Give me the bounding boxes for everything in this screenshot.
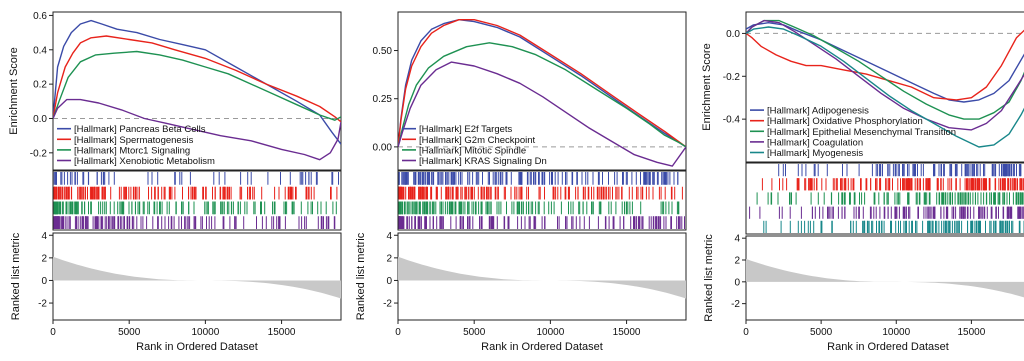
- metric-ylabel: Ranked list metric: [355, 232, 367, 320]
- gsea-panel-2: 0.000.250.50[Hallmark] E2f Targets[Hallm…: [355, 11, 687, 353]
- es-line-series-1: [398, 19, 686, 148]
- legend-entry: [Hallmark] Pancreas Beta Cells: [74, 124, 206, 135]
- metric-ytick-label: 4: [41, 231, 47, 242]
- hit-band-series-1: [398, 172, 679, 185]
- es-plot-frame: [745, 11, 1024, 163]
- hit-band-series-2: [761, 178, 1024, 191]
- legend-entry: [Hallmark] G2m Checkpoint: [419, 135, 536, 146]
- legend-entry: [Hallmark] Myogenesis: [767, 148, 863, 159]
- xtick-label: 15000: [957, 327, 985, 338]
- ranked-metric-area: [398, 256, 686, 299]
- es-line-series-4: [746, 19, 1024, 131]
- hit-band-frame: [397, 170, 687, 231]
- hit-band-frame: [745, 162, 1024, 235]
- es-ytick-label: -0.2: [723, 72, 741, 83]
- ranked-metric-area: [746, 258, 1024, 298]
- es-series-group: [53, 19, 341, 161]
- metric-ytick-label: 4: [734, 234, 740, 245]
- metric-ytick-label: -2: [383, 299, 392, 310]
- es-ylabel: Enrichment Score: [701, 43, 713, 130]
- es-plot-frame: [52, 11, 342, 171]
- legend-entry: [Hallmark] Spermatogenesis: [74, 135, 194, 146]
- es-series-group: [746, 19, 1024, 148]
- metric-ytick-label: -2: [38, 299, 47, 310]
- es-line-series-3: [398, 42, 686, 148]
- xtick-label: 0: [50, 327, 56, 338]
- hit-band-frame: [52, 170, 342, 231]
- metric-ytick-label: 0: [41, 276, 47, 287]
- legend-entry: [Hallmark] KRAS Signaling Dn: [419, 156, 547, 167]
- xtick-label: 15000: [268, 327, 296, 338]
- es-line-series-2: [746, 29, 1024, 101]
- metric-ytick-label: 2: [386, 253, 392, 264]
- legend-entry: [Hallmark] Coagulation: [767, 137, 863, 148]
- metric-ytick-label: 0: [386, 276, 392, 287]
- metric-ytick-label: 2: [41, 253, 47, 264]
- es-line-series-3: [746, 19, 1024, 120]
- es-ytick-label: 0.2: [33, 80, 47, 91]
- es-ytick-label: 0.0: [33, 114, 47, 125]
- hit-band-series-4: [398, 216, 685, 229]
- es-ytick-label: 0.4: [33, 45, 47, 56]
- hit-band-series-3: [756, 192, 1024, 205]
- es-line-series-4: [53, 98, 341, 161]
- legend-entry: [Hallmark] Epithelial Mesenchymal Transi…: [767, 127, 956, 138]
- legend-entry: [Hallmark] Mitotic Spindle: [419, 145, 526, 156]
- legend-entry: [Hallmark] Adipogenesis: [767, 106, 869, 117]
- hit-band-series-4: [53, 216, 336, 229]
- es-series-group: [398, 19, 686, 167]
- metric-ytick-label: -2: [731, 299, 740, 310]
- xtick-label: 0: [395, 327, 401, 338]
- xtick-label: 10000: [191, 327, 219, 338]
- hit-band-series-4: [749, 206, 1024, 219]
- es-plot-frame: [397, 11, 687, 171]
- es-line-series-5: [746, 26, 1024, 148]
- hit-band-series-3: [53, 201, 337, 215]
- x-axis-label: Rank in Ordered Dataset: [827, 341, 949, 353]
- es-line-series-2: [53, 35, 341, 123]
- es-ylabel: Enrichment Score: [8, 47, 20, 134]
- xtick-label: 10000: [536, 327, 564, 338]
- legend-entry: [Hallmark] Mtorc1 Signaling: [74, 145, 190, 156]
- hit-band-series-5: [763, 220, 1024, 233]
- es-line-series-1: [53, 19, 341, 145]
- es-line-series-2: [398, 19, 686, 148]
- metric-ylabel: Ranked list metric: [10, 232, 22, 320]
- es-ytick-label: 0.0: [726, 29, 740, 40]
- xtick-label: 5000: [810, 327, 833, 338]
- xtick-label: 15000: [613, 327, 641, 338]
- metric-ytick-label: 0: [734, 277, 740, 288]
- x-axis-label: Rank in Ordered Dataset: [481, 341, 603, 353]
- legend-entry: [Hallmark] E2f Targets: [419, 124, 513, 135]
- hit-band-series-3: [398, 201, 680, 215]
- legend-entry: [Hallmark] Oxidative Phosphorylation: [767, 116, 923, 127]
- hit-band-series-2: [53, 186, 338, 200]
- xtick-label: 5000: [118, 327, 141, 338]
- legend-entry: [Hallmark] Xenobiotic Metabolism: [74, 156, 215, 167]
- hit-band-series-2: [398, 186, 683, 200]
- x-axis-label: Rank in Ordered Dataset: [136, 341, 258, 353]
- metric-ytick-label: 4: [386, 231, 392, 242]
- metric-ytick-label: 2: [734, 256, 740, 267]
- gsea-panel-1: -0.2 0.0 0.2 0.4 0.6 Enrichment Score [Hallmar…: [8, 11, 342, 353]
- es-ytick-label: 0.50: [373, 46, 393, 57]
- hit-band-series-1: [53, 172, 339, 185]
- es-ytick-label: -0.4: [723, 115, 741, 126]
- hit-band-series-1: [778, 164, 1022, 177]
- ranked-metric-area: [53, 256, 341, 299]
- xtick-label: 5000: [463, 327, 486, 338]
- es-ytick-label: -0.2: [30, 148, 48, 159]
- es-ytick-label: 0.00: [373, 142, 393, 153]
- es-ytick-label: 0.25: [373, 94, 393, 105]
- es-ytick-label: 0.6: [33, 11, 47, 22]
- xtick-label: 0: [743, 327, 749, 338]
- gsea-panel-3: -0.4 -0.2 0.0 Enrichment Score [Hallmark] Ad…: [701, 11, 1024, 353]
- metric-ylabel: Ranked list metric: [703, 234, 715, 322]
- xtick-label: 10000: [882, 327, 910, 338]
- es-line-series-3: [53, 50, 341, 121]
- es-line-series-4: [398, 61, 686, 167]
